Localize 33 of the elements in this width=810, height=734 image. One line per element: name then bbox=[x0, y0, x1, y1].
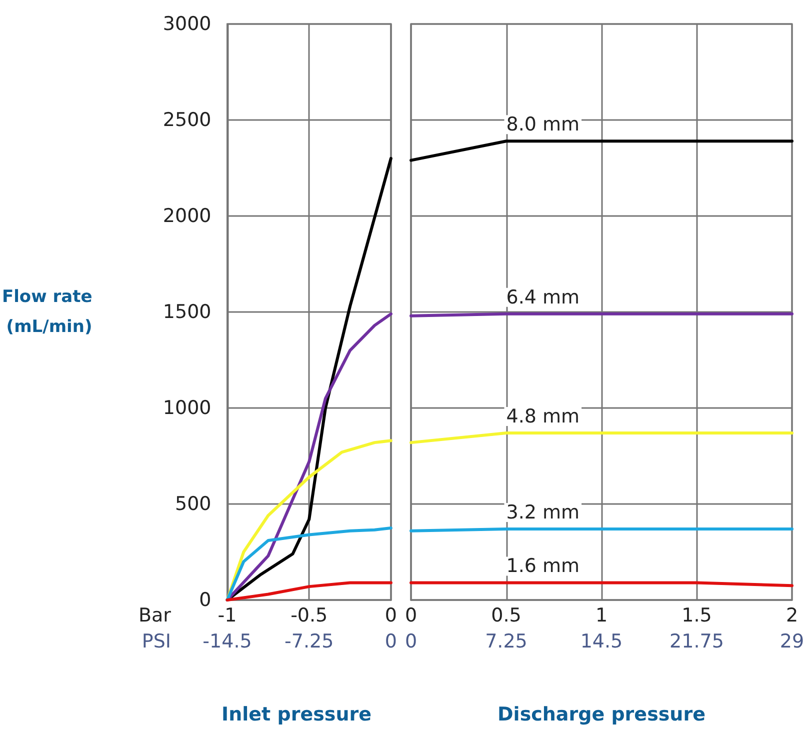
x2-tick-label: 7.25 bbox=[485, 630, 528, 652]
y-axis-title: Flow rate (mL/min) bbox=[2, 287, 92, 337]
x2-tick-label: -14.5 bbox=[202, 630, 252, 652]
y-tick-label: 1000 bbox=[162, 397, 212, 419]
x2-tick-label: 21.75 bbox=[670, 630, 724, 652]
series-label: 8.0 mm bbox=[506, 114, 580, 136]
series-label: 6.4 mm bbox=[506, 286, 580, 308]
x-axis-title: Discharge pressure bbox=[498, 704, 706, 726]
x-tick-label: 0 bbox=[404, 604, 418, 626]
x-tick-label: 1 bbox=[595, 604, 608, 626]
x2-tick-label: -7.25 bbox=[284, 630, 334, 652]
x-tick-label: 1.5 bbox=[682, 604, 712, 626]
x-tick-label: 0 bbox=[384, 604, 398, 626]
x2-tick-label: 14.5 bbox=[580, 630, 623, 652]
y-tick-label: 500 bbox=[174, 493, 212, 515]
x-tick-label: -1 bbox=[218, 604, 237, 626]
y-tick-label: 2000 bbox=[162, 205, 212, 227]
series-label: 1.6 mm bbox=[506, 555, 580, 578]
x2-tick-label: 0 bbox=[384, 630, 398, 652]
x-tick-label: 2 bbox=[786, 604, 798, 626]
x-tick-label: -0.5 bbox=[290, 604, 328, 626]
x-tick-label: 0.5 bbox=[491, 604, 522, 626]
series-label: 3.2 mm bbox=[506, 501, 580, 524]
series-label: 4.8 mm bbox=[506, 405, 580, 428]
y-tick-label: 1500 bbox=[162, 301, 212, 323]
y-tick-label: 2500 bbox=[162, 109, 212, 131]
x-axis-title: Inlet pressure bbox=[222, 704, 372, 726]
text: Bar bbox=[138, 604, 172, 626]
y-tick-label: 3000 bbox=[162, 13, 212, 35]
x2-tick-label: 29 bbox=[780, 630, 804, 652]
x2-axis-title: PSI bbox=[142, 630, 171, 652]
y-tick-label: 0 bbox=[199, 589, 212, 611]
x2-tick-label: 0 bbox=[404, 630, 418, 652]
